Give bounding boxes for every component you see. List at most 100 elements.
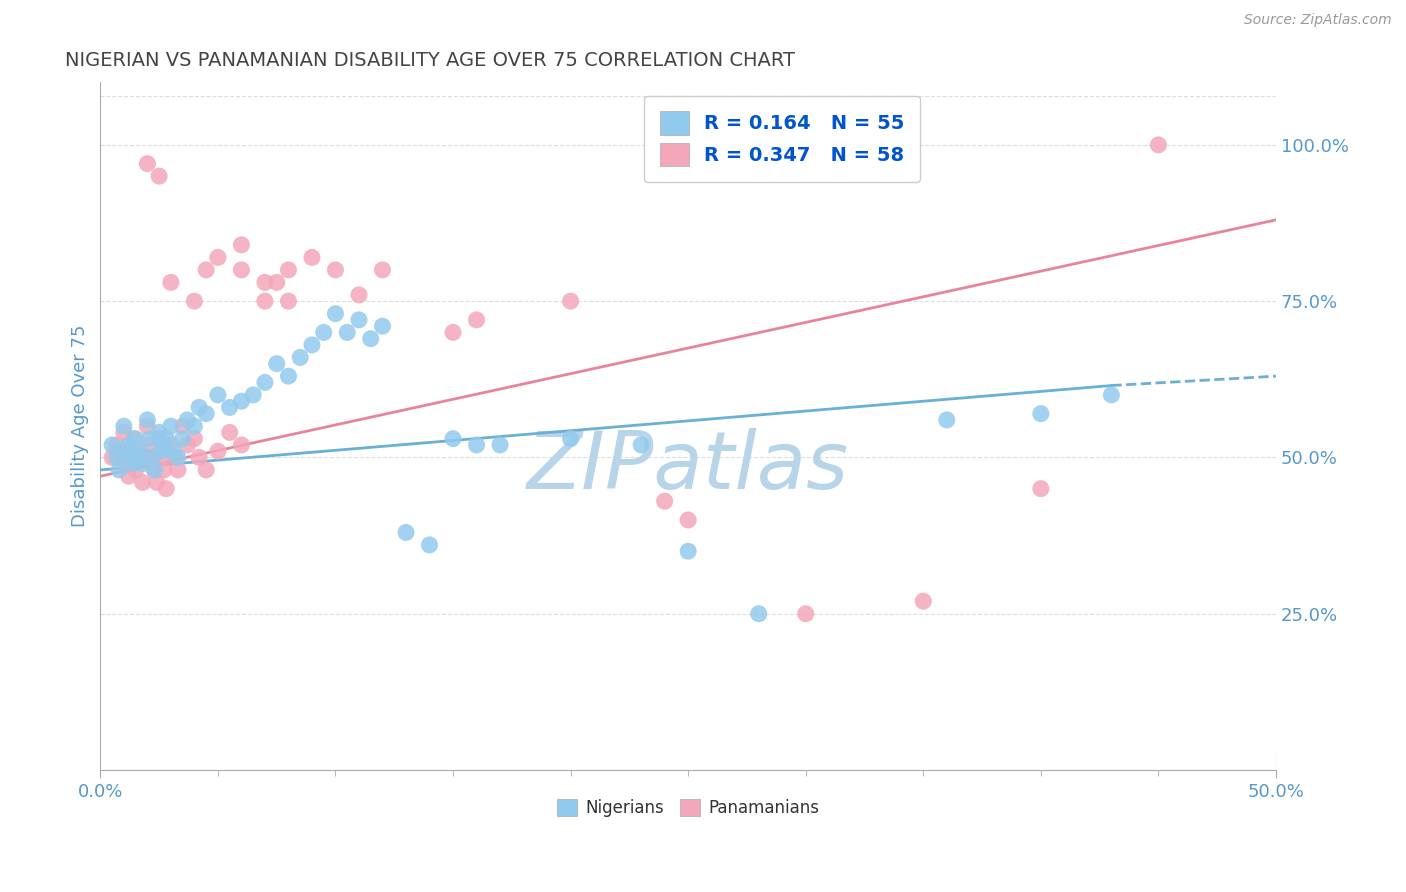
- Point: [325, 307, 347, 321]
- Point: [360, 332, 382, 346]
- Point: [188, 401, 211, 415]
- Point: [1147, 137, 1170, 152]
- Point: [183, 419, 205, 434]
- Point: [124, 432, 146, 446]
- Point: [176, 413, 198, 427]
- Point: [160, 419, 183, 434]
- Point: [112, 419, 135, 434]
- Point: [120, 450, 142, 465]
- Point: [312, 326, 335, 340]
- Point: [141, 450, 163, 465]
- Point: [277, 369, 299, 384]
- Point: [167, 463, 190, 477]
- Point: [153, 463, 176, 477]
- Point: [131, 475, 153, 490]
- Point: [336, 326, 359, 340]
- Point: [188, 450, 211, 465]
- Point: [347, 313, 370, 327]
- Point: [150, 450, 173, 465]
- Point: [253, 276, 276, 290]
- Point: [134, 450, 156, 465]
- Point: [207, 444, 229, 458]
- Point: [301, 251, 323, 265]
- Point: [794, 607, 817, 621]
- Point: [138, 438, 160, 452]
- Point: [160, 438, 183, 452]
- Point: [1029, 482, 1052, 496]
- Point: [418, 538, 440, 552]
- Point: [218, 425, 240, 440]
- Point: [325, 263, 347, 277]
- Point: [112, 444, 135, 458]
- Point: [676, 544, 699, 558]
- Point: [122, 457, 145, 471]
- Point: [120, 450, 142, 465]
- Point: [101, 438, 124, 452]
- Point: [105, 438, 128, 452]
- Point: [122, 432, 145, 446]
- Point: [101, 450, 124, 465]
- Point: [195, 407, 218, 421]
- Y-axis label: Disability Age Over 75: Disability Age Over 75: [72, 325, 89, 527]
- Point: [1029, 407, 1052, 421]
- Point: [146, 475, 169, 490]
- Point: [371, 263, 394, 277]
- Point: [489, 438, 512, 452]
- Point: [676, 513, 699, 527]
- Point: [153, 438, 176, 452]
- Point: [441, 326, 464, 340]
- Point: [138, 432, 160, 446]
- Text: ZIPatlas: ZIPatlas: [527, 428, 849, 507]
- Point: [347, 288, 370, 302]
- Point: [165, 450, 187, 465]
- Point: [277, 263, 299, 277]
- Point: [176, 438, 198, 452]
- Text: Source: ZipAtlas.com: Source: ZipAtlas.com: [1244, 13, 1392, 28]
- Point: [231, 263, 253, 277]
- Point: [115, 457, 138, 471]
- Point: [371, 319, 394, 334]
- Point: [172, 419, 194, 434]
- Point: [167, 450, 190, 465]
- Point: [266, 276, 288, 290]
- Point: [131, 457, 153, 471]
- Point: [630, 438, 652, 452]
- Text: NIGERIAN VS PANAMANIAN DISABILITY AGE OVER 75 CORRELATION CHART: NIGERIAN VS PANAMANIAN DISABILITY AGE OV…: [65, 51, 794, 70]
- Point: [141, 450, 163, 465]
- Point: [117, 438, 139, 452]
- Point: [183, 432, 205, 446]
- Point: [112, 425, 135, 440]
- Point: [207, 388, 229, 402]
- Point: [136, 419, 159, 434]
- Point: [172, 432, 194, 446]
- Point: [207, 251, 229, 265]
- Point: [148, 432, 170, 446]
- Legend: Nigerians, Panamanians: Nigerians, Panamanians: [550, 792, 827, 823]
- Point: [1099, 388, 1122, 402]
- Point: [195, 263, 218, 277]
- Point: [105, 450, 128, 465]
- Point: [465, 313, 488, 327]
- Point: [148, 169, 170, 183]
- Point: [155, 482, 177, 496]
- Point: [143, 463, 166, 477]
- Point: [560, 294, 582, 309]
- Point: [108, 463, 131, 477]
- Point: [912, 594, 935, 608]
- Point: [301, 338, 323, 352]
- Point: [127, 444, 149, 458]
- Point: [231, 394, 253, 409]
- Point: [218, 401, 240, 415]
- Point: [124, 463, 146, 477]
- Point: [148, 425, 170, 440]
- Point: [253, 294, 276, 309]
- Point: [160, 276, 183, 290]
- Point: [155, 432, 177, 446]
- Point: [560, 432, 582, 446]
- Point: [277, 294, 299, 309]
- Point: [183, 294, 205, 309]
- Point: [253, 376, 276, 390]
- Point: [395, 525, 418, 540]
- Point: [143, 463, 166, 477]
- Point: [242, 388, 264, 402]
